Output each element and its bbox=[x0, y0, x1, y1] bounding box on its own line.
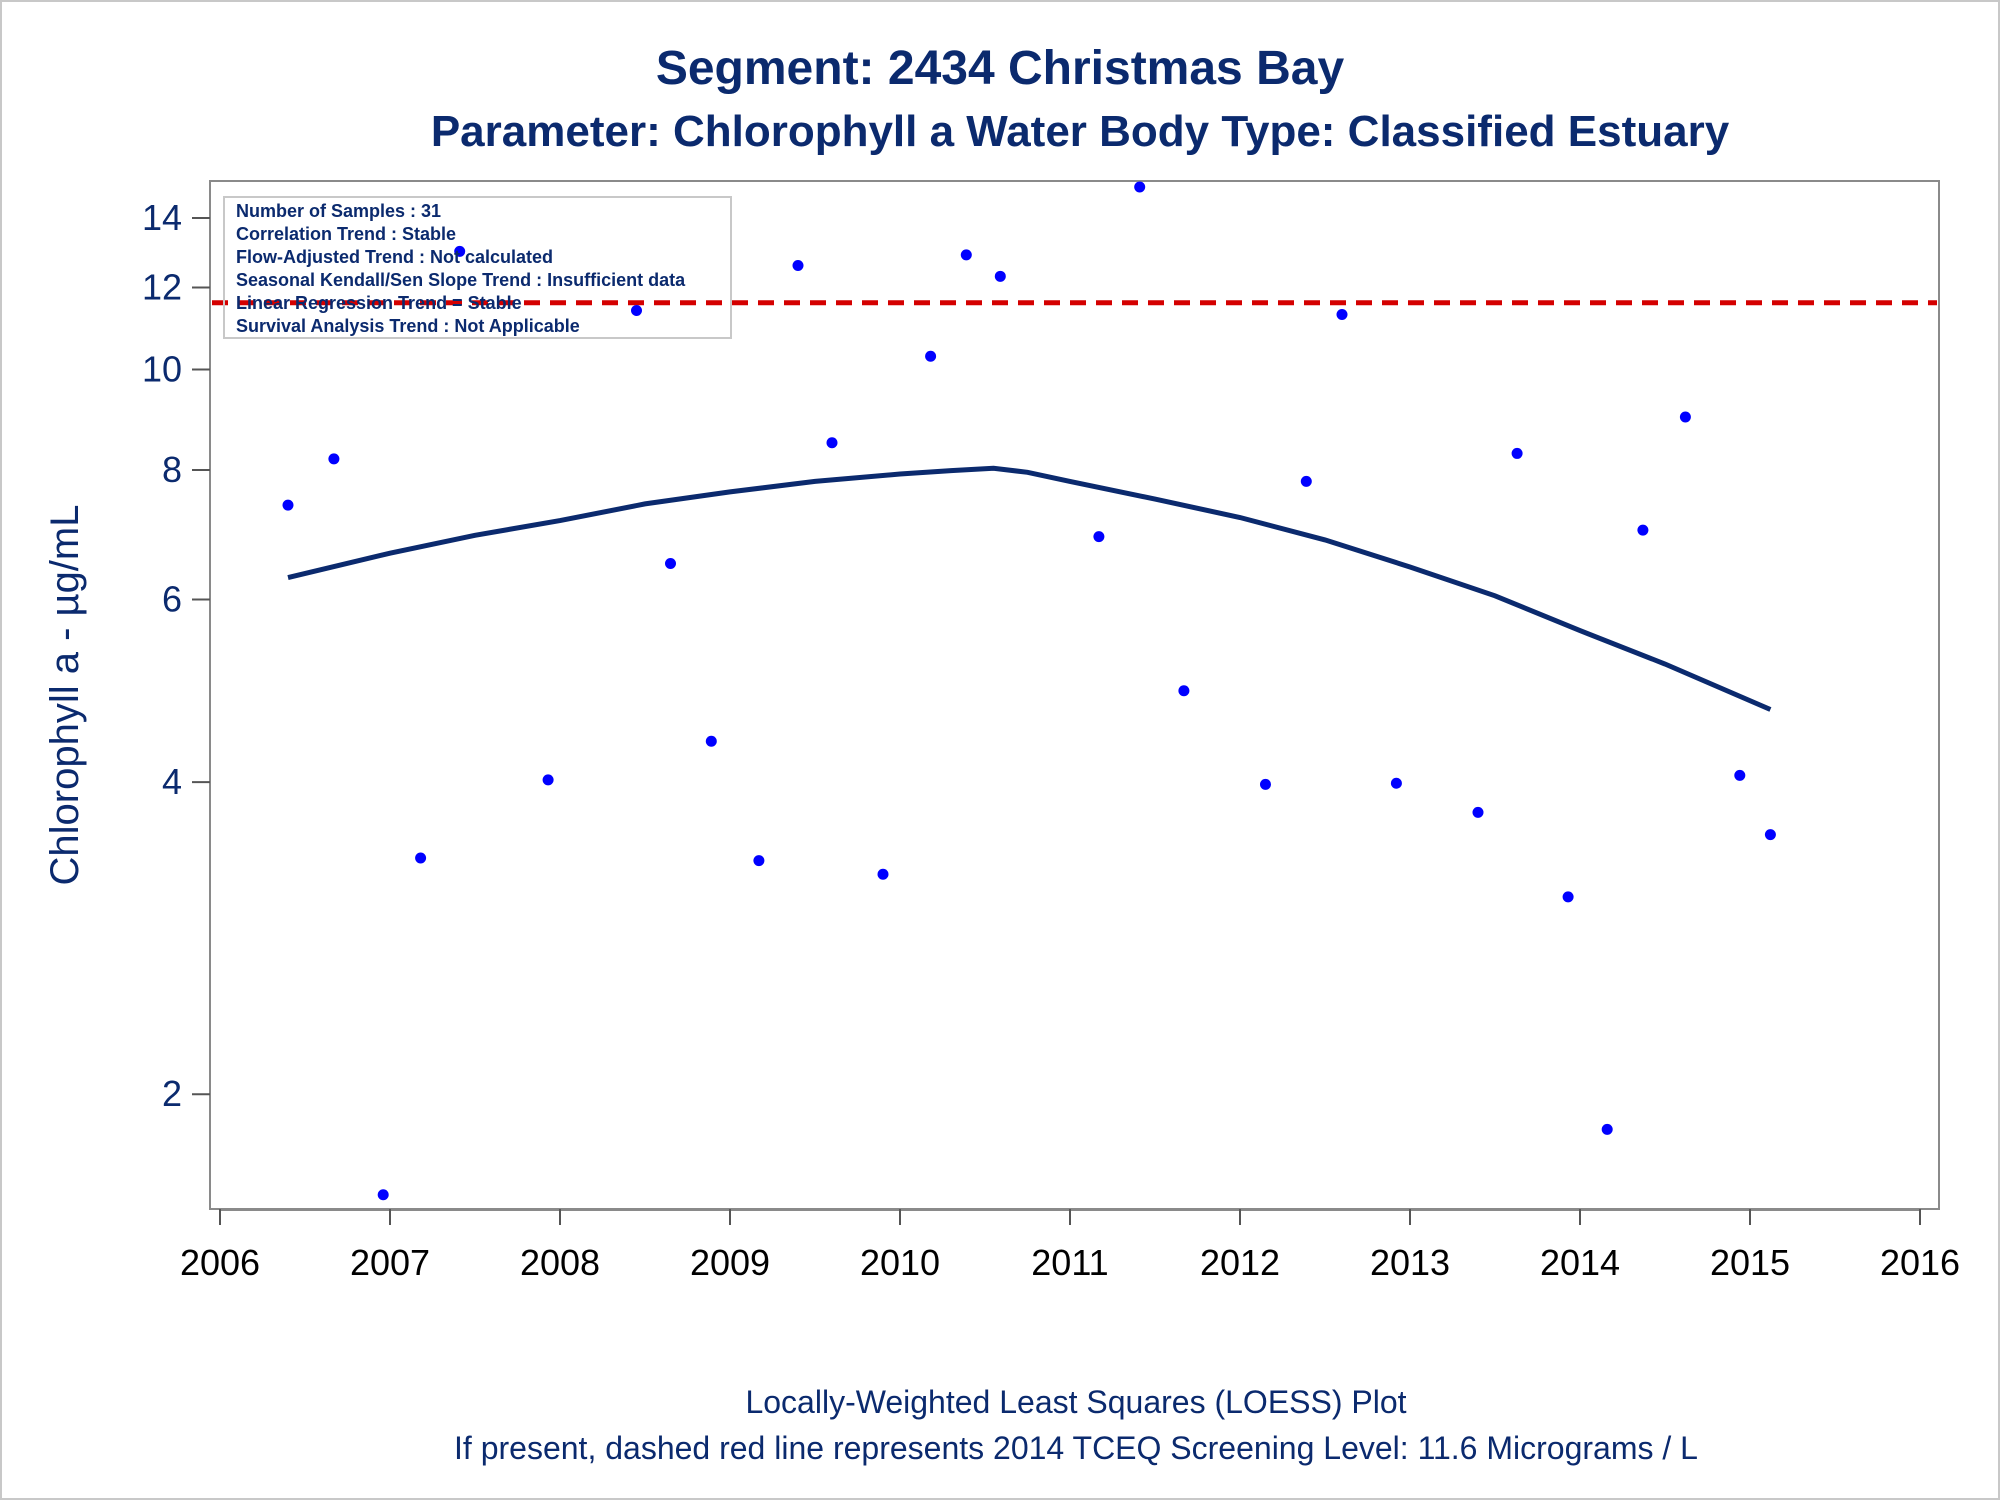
x-tick-label: 2007 bbox=[350, 1242, 430, 1283]
data-point bbox=[925, 350, 937, 362]
chart-title: Segment: 2434 Christmas Bay bbox=[656, 42, 1345, 95]
stats-line: Correlation Trend : Stable bbox=[236, 224, 456, 244]
data-point bbox=[826, 437, 838, 449]
data-point bbox=[1390, 777, 1402, 789]
data-point bbox=[1764, 829, 1776, 841]
data-point bbox=[328, 453, 340, 465]
data-point bbox=[377, 1189, 389, 1201]
data-point bbox=[1260, 778, 1271, 790]
x-tick-label: 2012 bbox=[1200, 1242, 1280, 1283]
x-tick-label: 2006 bbox=[180, 1242, 260, 1283]
stats-box-frame bbox=[223, 196, 732, 339]
data-point bbox=[542, 774, 554, 786]
data-point bbox=[792, 259, 804, 271]
data-point bbox=[994, 270, 1006, 282]
y-tick-label: 14 bbox=[142, 197, 182, 238]
data-point bbox=[1562, 891, 1574, 903]
x-tick-label: 2010 bbox=[860, 1242, 940, 1283]
x-tick-label: 2014 bbox=[1540, 1242, 1620, 1283]
data-point bbox=[705, 735, 717, 747]
y-tick-label: 4 bbox=[162, 761, 182, 802]
data-point bbox=[1511, 447, 1523, 459]
y-tick-label: 12 bbox=[142, 266, 182, 307]
stats-line: Flow-Adjusted Trend : Not calculated bbox=[236, 247, 553, 267]
stats-line: Linear Regression Trend = Stable bbox=[236, 293, 522, 313]
data-point bbox=[1093, 531, 1105, 543]
stats-box: Number of Samples : 31 Correlation Trend… bbox=[223, 196, 732, 339]
stats-line: Seasonal Kendall/Sen Slope Trend : Insuf… bbox=[236, 270, 686, 290]
data-point bbox=[1336, 309, 1348, 321]
data-point bbox=[1178, 685, 1190, 697]
y-tick-label: 6 bbox=[162, 579, 182, 620]
data-point bbox=[1601, 1123, 1613, 1135]
loess-curve bbox=[287, 465, 1772, 712]
data-point bbox=[1637, 524, 1649, 536]
data-point bbox=[282, 499, 294, 511]
data-point bbox=[631, 305, 642, 317]
data-point bbox=[1300, 475, 1312, 487]
data-point bbox=[877, 868, 889, 880]
x-tick-label: 2008 bbox=[520, 1242, 600, 1283]
x-axis: 2006 2007 2008 2009 2010 2011 2012 2013 2014 2015… bbox=[180, 1209, 1960, 1283]
data-point bbox=[1734, 769, 1746, 781]
data-point bbox=[753, 855, 765, 867]
data-point bbox=[1472, 806, 1484, 818]
data-point bbox=[415, 852, 427, 864]
x-tick-label: 2016 bbox=[1880, 1242, 1960, 1283]
chart-subtitle: Parameter: Chlorophyll a Water Body Type… bbox=[431, 107, 1730, 156]
footnote-line-2: If present, dashed red line represents 2… bbox=[454, 1430, 1698, 1466]
stats-line: Survival Analysis Trend : Not Applicable bbox=[236, 316, 580, 336]
data-point bbox=[454, 245, 466, 257]
data-point bbox=[665, 558, 676, 570]
x-tick-label: 2011 bbox=[1031, 1242, 1108, 1283]
footnote-line-1: Locally-Weighted Least Squares (LOESS) P… bbox=[745, 1384, 1406, 1420]
y-axis-label: Chlorophyll a - µg/mL bbox=[43, 505, 87, 886]
data-point bbox=[1679, 411, 1691, 423]
y-axis: 2 4 6 8 10 12 14 bbox=[142, 197, 210, 1114]
data-point bbox=[960, 249, 972, 261]
y-tick-label: 2 bbox=[162, 1073, 182, 1114]
stats-line: Number of Samples : 31 bbox=[236, 201, 441, 221]
x-tick-label: 2015 bbox=[1710, 1242, 1790, 1283]
x-tick-label: 2013 bbox=[1370, 1242, 1450, 1283]
y-tick-label: 10 bbox=[142, 349, 182, 390]
x-tick-label: 2009 bbox=[690, 1242, 770, 1283]
data-point bbox=[1134, 181, 1146, 193]
data-points bbox=[282, 181, 1776, 1201]
y-tick-label: 8 bbox=[162, 449, 182, 490]
